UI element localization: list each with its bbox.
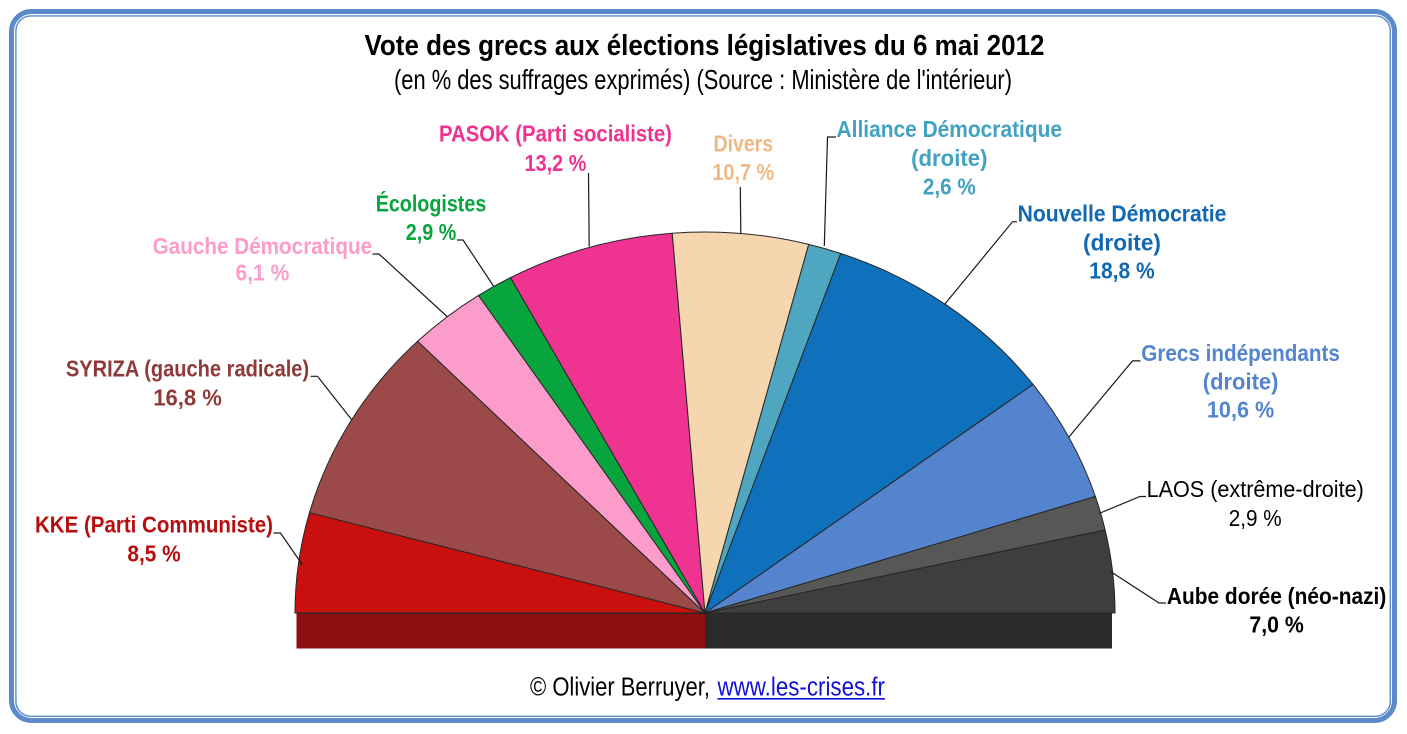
svg-text:10,6 %: 10,6 % xyxy=(1207,397,1274,423)
svg-text:Divers: Divers xyxy=(714,131,774,157)
svg-text:(en % des suffrages exprimés): (en % des suffrages exprimés) (Source : … xyxy=(394,64,1012,95)
svg-text:7,0 %: 7,0 % xyxy=(1249,612,1303,638)
svg-text:2,6 %: 2,6 % xyxy=(923,174,976,200)
svg-text:(droite): (droite) xyxy=(1203,369,1279,395)
svg-text:LAOS (extrême-droite): LAOS (extrême-droite) xyxy=(1147,476,1364,502)
svg-text:6,1 %: 6,1 % xyxy=(236,259,290,285)
svg-text:© Olivier Berruyer,: © Olivier Berruyer, xyxy=(530,674,710,702)
svg-text:www.les-crises.fr: www.les-crises.fr xyxy=(717,674,886,702)
svg-text:2,9 %: 2,9 % xyxy=(406,219,457,245)
svg-text:Aube dorée (néo-nazi): Aube dorée (néo-nazi) xyxy=(1167,583,1386,609)
svg-text:(droite): (droite) xyxy=(1083,230,1161,256)
svg-text:Nouvelle Démocratie: Nouvelle Démocratie xyxy=(1018,201,1227,227)
svg-text:10,7 %: 10,7 % xyxy=(712,159,774,185)
svg-text:SYRIZA (gauche radicale): SYRIZA (gauche radicale) xyxy=(66,355,309,381)
svg-text:2,9 %: 2,9 % xyxy=(1229,505,1282,531)
svg-text:Écologistes: Écologistes xyxy=(376,191,487,217)
svg-text:Grecs indépendants: Grecs indépendants xyxy=(1141,340,1340,366)
svg-text:Gauche Démocratique: Gauche Démocratique xyxy=(153,233,373,259)
svg-text:16,8 %: 16,8 % xyxy=(153,385,222,411)
svg-text:18,8 %: 18,8 % xyxy=(1089,258,1154,284)
svg-text:(droite): (droite) xyxy=(911,145,987,171)
svg-text:KKE (Parti Communiste): KKE (Parti Communiste) xyxy=(35,512,273,538)
svg-text:PASOK (Parti socialiste): PASOK (Parti socialiste) xyxy=(439,120,672,146)
svg-text:Vote des grecs aux élections l: Vote des grecs aux élections législative… xyxy=(365,30,1045,62)
svg-text:Alliance Démocratique: Alliance Démocratique xyxy=(837,116,1063,142)
svg-text:13,2 %: 13,2 % xyxy=(525,150,587,176)
svg-text:8,5 %: 8,5 % xyxy=(127,541,180,567)
